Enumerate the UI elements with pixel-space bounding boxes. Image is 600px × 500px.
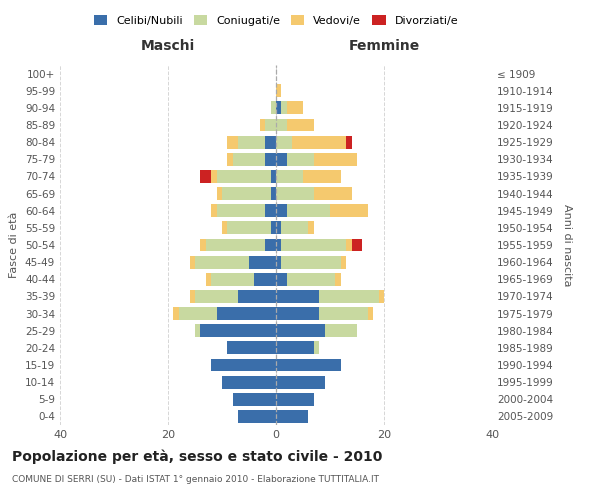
Bar [287,102,303,114]
Bar [276,204,287,217]
Bar [233,153,265,166]
Bar [190,290,195,303]
Bar [222,376,276,388]
Bar [217,187,222,200]
Bar [271,102,276,114]
Text: COMUNE DI SERRI (SU) - Dati ISTAT 1° gennaio 2010 - Elaborazione TUTTITALIA.IT: COMUNE DI SERRI (SU) - Dati ISTAT 1° gen… [12,475,379,484]
Bar [276,136,292,148]
Bar [217,170,271,183]
Bar [276,256,281,268]
Bar [211,358,276,372]
Bar [227,222,271,234]
Bar [281,238,346,252]
Bar [368,307,373,320]
Bar [276,410,308,423]
Y-axis label: Fasce di età: Fasce di età [10,212,19,278]
Bar [292,136,346,148]
Text: Femmine: Femmine [349,39,419,53]
Bar [206,273,211,285]
Bar [276,187,314,200]
Bar [249,256,276,268]
Bar [281,256,341,268]
Bar [254,273,276,285]
Bar [195,324,200,337]
Bar [314,342,319,354]
Bar [287,153,314,166]
Bar [276,170,303,183]
Bar [319,290,379,303]
Bar [276,290,319,303]
Bar [238,136,265,148]
Bar [319,307,368,320]
Bar [271,222,276,234]
Bar [303,170,341,183]
Bar [330,204,368,217]
Bar [287,273,335,285]
Bar [335,273,341,285]
Bar [281,102,287,114]
Bar [276,342,314,354]
Bar [314,153,357,166]
Bar [195,256,249,268]
Bar [211,170,217,183]
Bar [287,204,330,217]
Bar [200,324,276,337]
Bar [265,118,276,132]
Bar [308,222,314,234]
Bar [217,204,265,217]
Bar [238,410,276,423]
Bar [227,342,276,354]
Bar [211,204,217,217]
Bar [190,256,195,268]
Bar [276,118,287,132]
Bar [352,238,362,252]
Bar [195,290,238,303]
Bar [265,153,276,166]
Bar [325,324,357,337]
Bar [238,290,276,303]
Bar [276,238,281,252]
Bar [379,290,384,303]
Bar [276,222,281,234]
Bar [276,153,287,166]
Bar [222,187,271,200]
Bar [271,170,276,183]
Bar [179,307,217,320]
Bar [346,136,352,148]
Bar [222,222,227,234]
Bar [173,307,179,320]
Bar [276,376,325,388]
Bar [265,136,276,148]
Bar [346,238,352,252]
Bar [276,358,341,372]
Bar [281,222,308,234]
Bar [287,118,314,132]
Text: Popolazione per età, sesso e stato civile - 2010: Popolazione per età, sesso e stato civil… [12,450,382,464]
Bar [314,187,352,200]
Bar [227,153,233,166]
Bar [227,136,238,148]
Bar [200,238,206,252]
Bar [276,84,281,97]
Bar [233,393,276,406]
Y-axis label: Anni di nascita: Anni di nascita [562,204,572,286]
Bar [276,273,287,285]
Legend: Celibi/Nubili, Coniugati/e, Vedovi/e, Divorziati/e: Celibi/Nubili, Coniugati/e, Vedovi/e, Di… [89,10,463,30]
Bar [276,324,325,337]
Bar [341,256,346,268]
Bar [265,238,276,252]
Bar [276,393,314,406]
Bar [276,307,319,320]
Text: Maschi: Maschi [141,39,195,53]
Bar [260,118,265,132]
Bar [276,102,281,114]
Bar [217,307,276,320]
Bar [265,204,276,217]
Bar [206,238,265,252]
Bar [200,170,211,183]
Bar [271,187,276,200]
Bar [211,273,254,285]
